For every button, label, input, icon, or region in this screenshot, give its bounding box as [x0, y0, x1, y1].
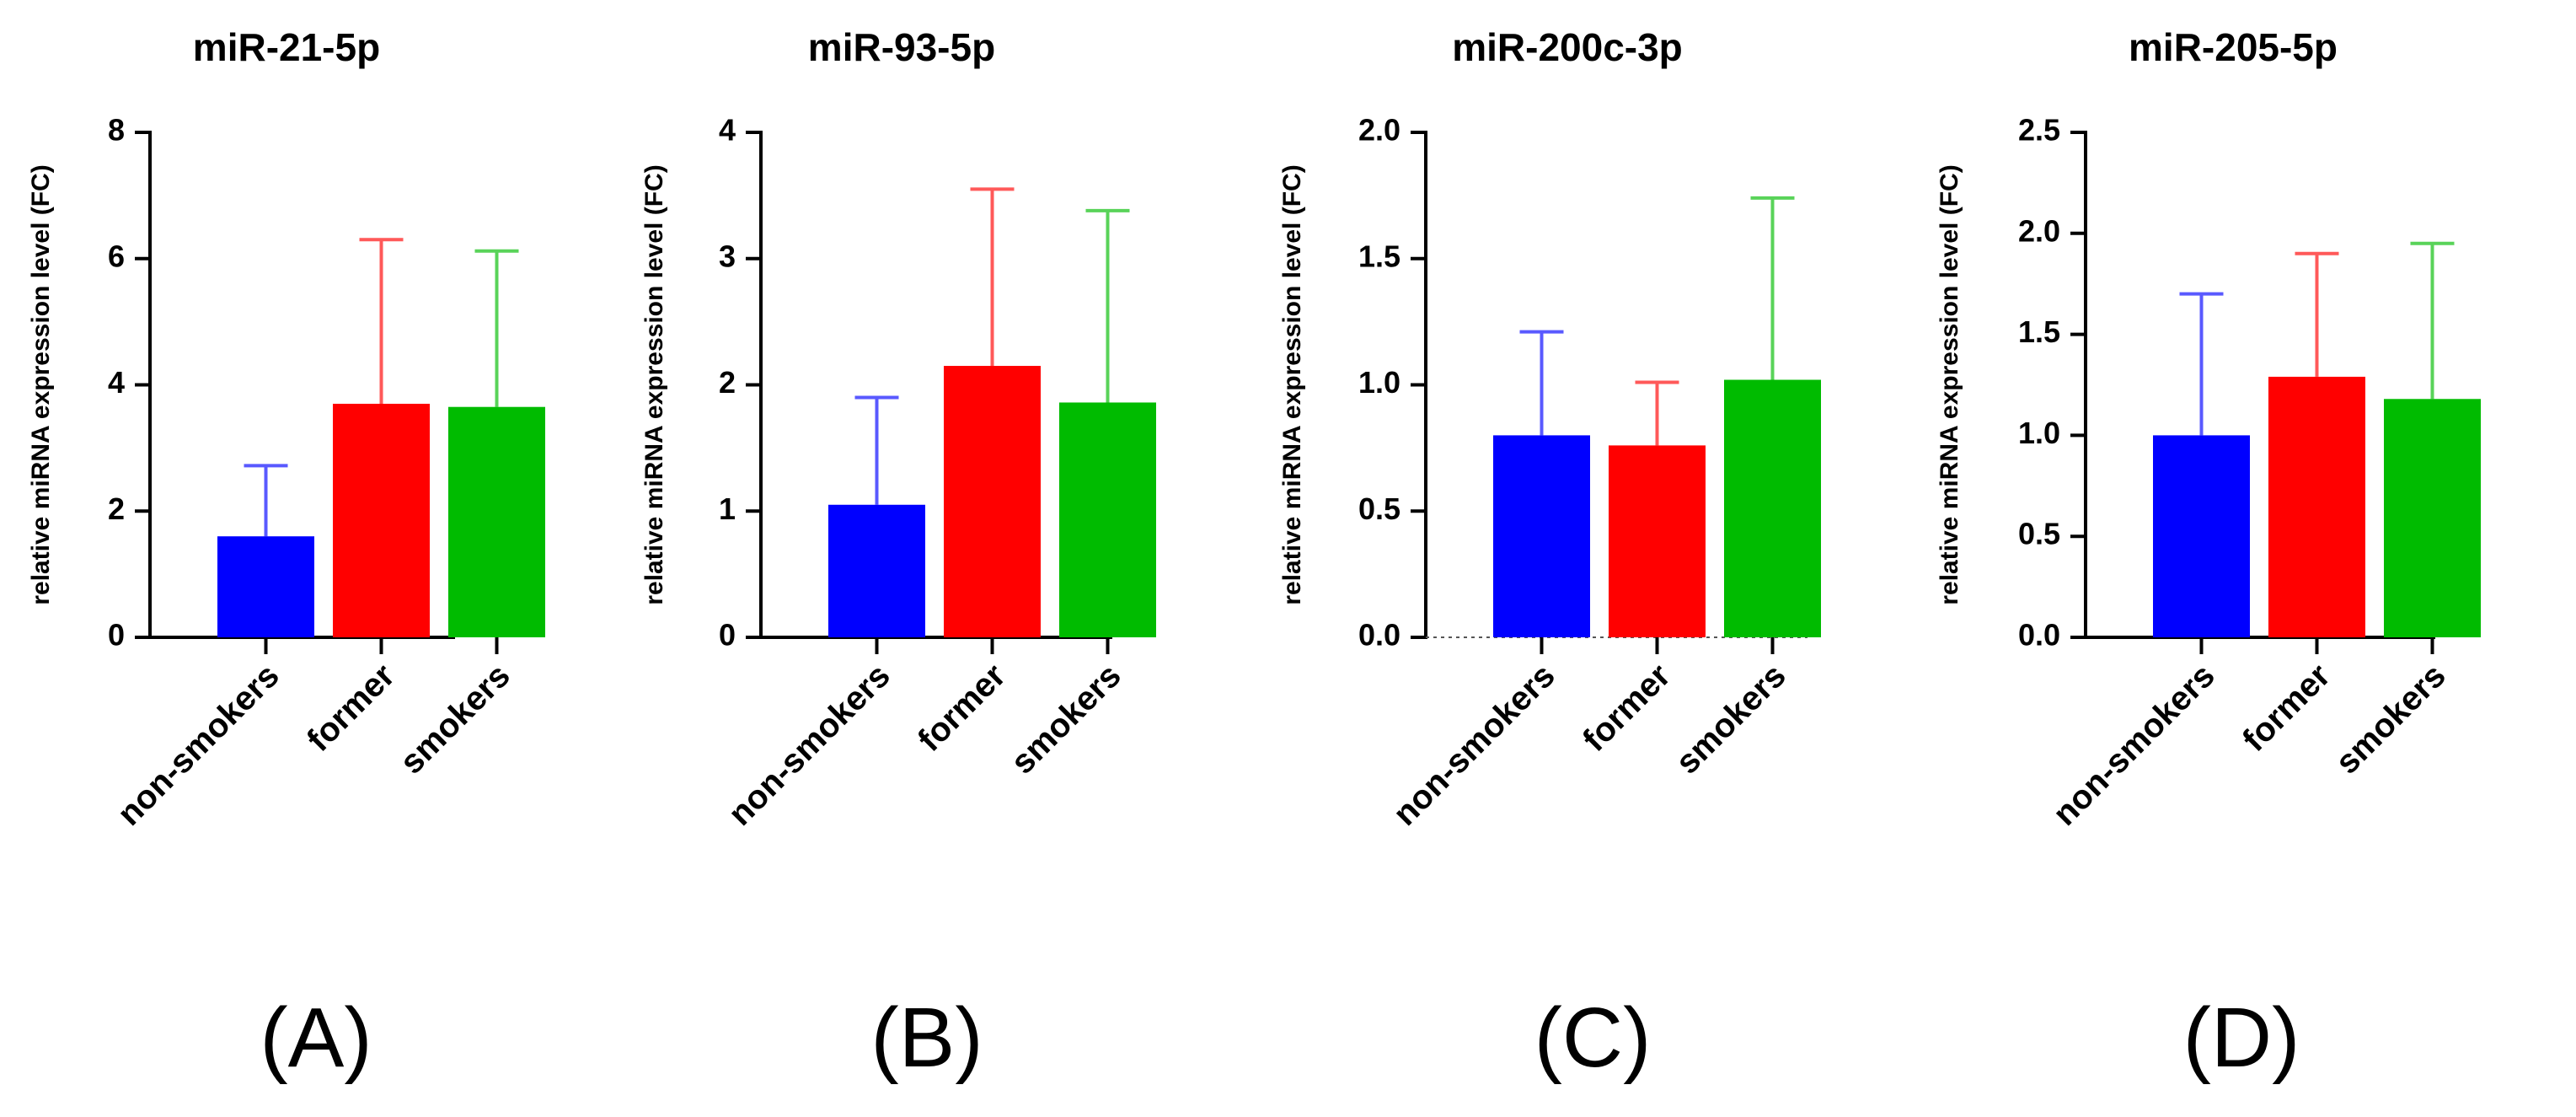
x-category-label: smokers — [1004, 657, 1127, 781]
chart-title: miR-21-5p — [193, 25, 380, 69]
x-category-label: smokers — [393, 657, 517, 781]
chart-title: miR-205-5p — [2129, 25, 2338, 69]
y-tick-label: 2 — [108, 491, 125, 526]
bar-former — [944, 366, 1041, 637]
bar-non-smokers — [1493, 435, 1590, 637]
y-tick-label: 2.5 — [2018, 113, 2060, 148]
y-tick-label: 0.0 — [1358, 618, 1400, 652]
y-tick-label: 0.5 — [1358, 491, 1400, 526]
y-axis-label: relative miRNA expression level (FC) — [1936, 164, 1963, 604]
bar-non-smokers — [217, 536, 314, 637]
x-category-label: smokers — [2328, 657, 2452, 781]
x-category-label: former — [2236, 657, 2338, 759]
y-tick-label: 2.0 — [2018, 213, 2060, 248]
bar-smokers — [448, 406, 545, 637]
bar-former — [333, 403, 430, 637]
y-tick-label: 2.0 — [1358, 113, 1400, 148]
y-tick-label: 1.0 — [2018, 416, 2060, 450]
x-category-label: smokers — [1668, 657, 1792, 781]
x-category-label: former — [911, 657, 1013, 759]
x-category-label: non-smokers — [1386, 657, 1562, 833]
y-tick-label: 8 — [108, 113, 125, 148]
bar-smokers — [2384, 399, 2481, 637]
chart-panel: miR-205-5p relative miRNA expression leve… — [1936, 25, 2481, 1085]
y-tick-label: 4 — [719, 113, 736, 148]
y-tick-label: 0.5 — [2018, 517, 2060, 551]
bar-non-smokers — [2153, 435, 2250, 637]
y-tick-label: 1 — [719, 491, 736, 526]
x-category-label: former — [300, 657, 402, 759]
y-tick-label: 0 — [108, 618, 125, 652]
panel-label: (D) — [2183, 991, 2300, 1085]
y-axis-label: relative miRNA expression level (FC) — [27, 164, 55, 604]
chart-panel: miR-200c-3p relative miRNA expression lev… — [1278, 25, 1821, 1085]
y-axis-label: relative miRNA expression level (FC) — [640, 164, 668, 604]
bar-smokers — [1059, 402, 1156, 637]
panel-label: (C) — [1534, 991, 1652, 1085]
chart-panel: miR-21-5p relative miRNA expression level… — [27, 25, 545, 1085]
y-axis-label: relative miRNA expression level (FC) — [1278, 164, 1306, 604]
y-tick-label: 0 — [719, 618, 736, 652]
chart-title: miR-200c-3p — [1452, 25, 1683, 69]
chart-title: miR-93-5p — [808, 25, 995, 69]
y-tick-label: 4 — [108, 365, 125, 400]
x-category-label: non-smokers — [110, 657, 287, 833]
bar-former — [2268, 376, 2365, 637]
bar-smokers — [1724, 379, 1821, 637]
y-tick-label: 3 — [719, 239, 736, 273]
chart-panel: miR-93-5p relative miRNA expression level… — [640, 25, 1156, 1085]
x-category-label: non-smokers — [721, 657, 897, 833]
bar-non-smokers — [828, 504, 925, 637]
x-category-label: non-smokers — [2046, 657, 2222, 833]
y-tick-label: 1.0 — [1358, 365, 1400, 400]
x-category-label: former — [1576, 657, 1678, 759]
panel-label: (B) — [870, 991, 983, 1085]
y-tick-label: 2 — [719, 365, 736, 400]
y-tick-label: 1.5 — [2018, 314, 2060, 349]
y-tick-label: 1.5 — [1358, 239, 1400, 273]
y-tick-label: 6 — [108, 239, 125, 273]
bar-former — [1609, 445, 1706, 637]
y-tick-label: 0.0 — [2018, 618, 2060, 652]
panel-label: (A) — [260, 991, 372, 1085]
